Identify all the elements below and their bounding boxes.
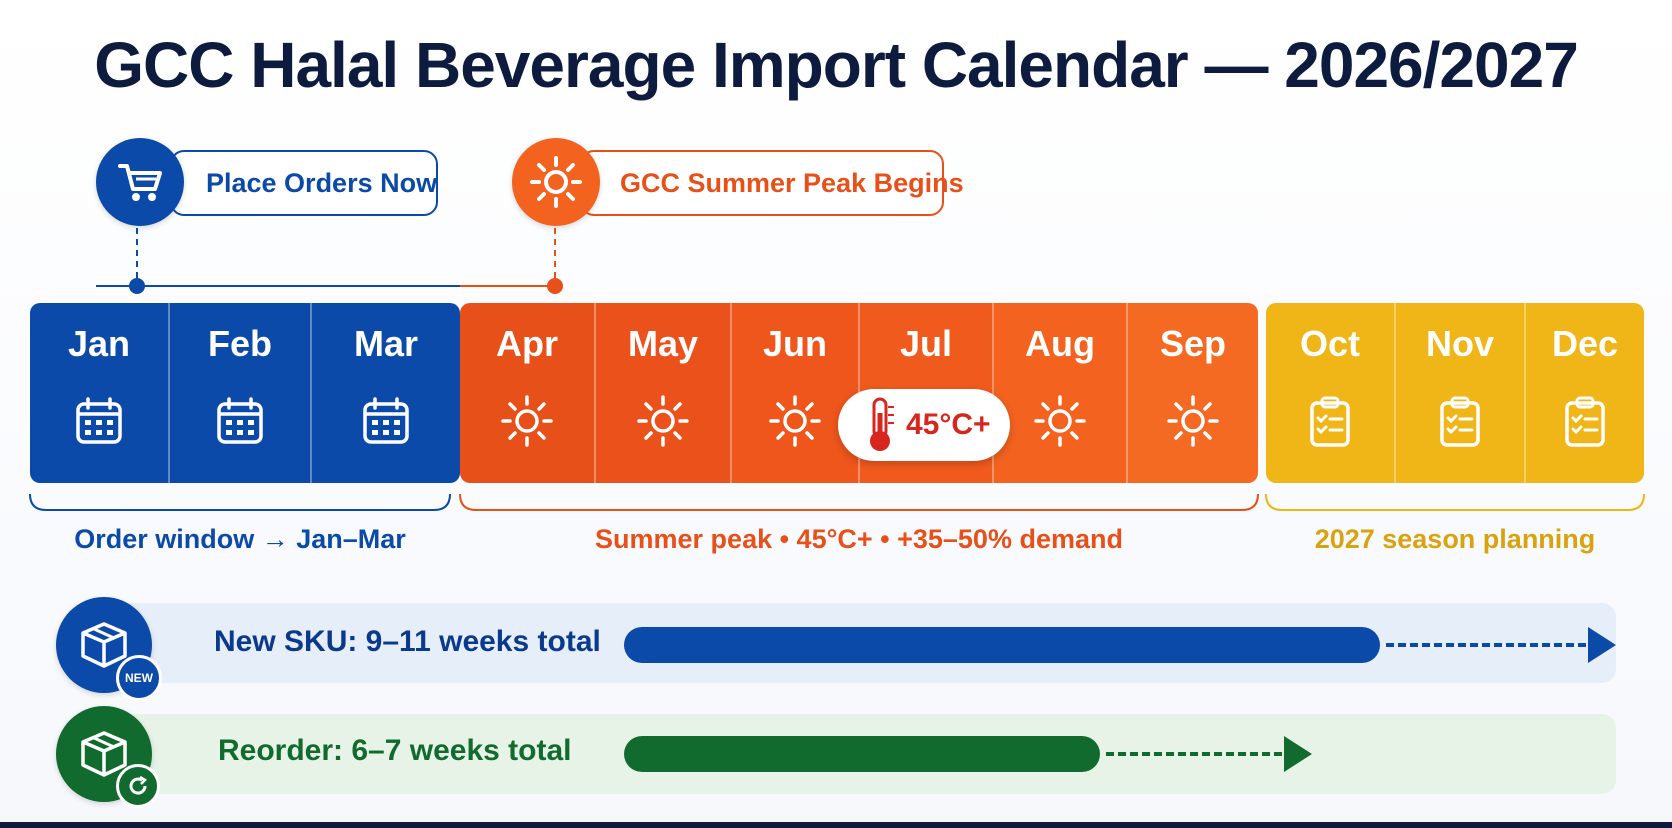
place-orders-label: Place Orders Now xyxy=(206,167,438,198)
month-block-mar: Mar xyxy=(312,303,460,483)
month-block-jun: Jun xyxy=(732,303,860,483)
new-sku-label: New SKU: 9–11 weeks total xyxy=(214,625,601,658)
month-label: Mar xyxy=(353,323,419,364)
month-block-dec: Dec xyxy=(1526,303,1644,483)
sun-icon xyxy=(635,393,691,449)
sun-icon xyxy=(1032,393,1088,449)
new-sku-arrow-icon xyxy=(1588,627,1616,663)
month-block-sep: Sep xyxy=(1128,303,1258,483)
new-badge: NEW xyxy=(116,655,162,701)
month-block-oct: Oct xyxy=(1266,303,1396,483)
refresh-icon xyxy=(116,764,160,808)
calendar-icon xyxy=(358,393,414,449)
month-label: Oct xyxy=(1299,323,1360,364)
temperature-label: 45°C+ xyxy=(906,408,991,441)
summer-peak-segment-label: Summer peak • 45°C+ • +35–50% demand xyxy=(595,524,1123,554)
clipboard-icon xyxy=(1302,393,1358,449)
reorder-bar xyxy=(624,736,1100,772)
month-label: Apr xyxy=(496,323,558,364)
order-window-label: Order window → Jan–Mar xyxy=(74,524,406,554)
clipboard-icon xyxy=(1432,393,1488,449)
calendar-icon xyxy=(212,393,268,449)
thermometer-icon xyxy=(870,397,894,451)
month-label: Jul xyxy=(899,323,952,364)
month-label: Jun xyxy=(762,323,827,364)
place-orders-callout: Place Orders Now xyxy=(170,150,438,216)
reorder-box-icon xyxy=(56,706,160,808)
clipboard-icon xyxy=(1557,393,1613,449)
bottom-rule xyxy=(0,822,1672,828)
new-sku-bar xyxy=(624,627,1380,663)
new-badge-label: NEW xyxy=(125,671,153,685)
calendar-icon xyxy=(71,393,127,449)
month-block-may: May xyxy=(596,303,732,483)
month-block-apr: Apr xyxy=(460,303,596,483)
month-block-nov: Nov xyxy=(1396,303,1526,483)
month-label: May xyxy=(627,323,699,364)
page-title: GCC Halal Beverage Import Calendar — 202… xyxy=(94,29,1579,101)
new-box-icon: NEW xyxy=(56,597,162,701)
reorder-arrow-icon xyxy=(1284,736,1312,772)
season-planning-label: 2027 season planning xyxy=(1314,524,1596,554)
shopping-cart-icon xyxy=(96,138,184,226)
month-label: Feb xyxy=(207,323,272,364)
month-block-feb: Feb xyxy=(170,303,312,483)
month-label: Aug xyxy=(1025,323,1095,364)
month-label: Nov xyxy=(1425,323,1494,364)
reorder-label: Reorder: 6–7 weeks total xyxy=(218,734,572,767)
month-block-aug: Aug xyxy=(994,303,1128,483)
month-block-jan: Jan xyxy=(30,303,170,483)
temperature-badge: 45°C+ xyxy=(838,389,1010,461)
sun-icon xyxy=(1165,393,1221,449)
new-sku-dashed-line xyxy=(1386,643,1586,647)
sun-icon xyxy=(767,393,823,449)
reorder-dashed-line xyxy=(1106,752,1282,756)
month-label: Dec xyxy=(1551,323,1619,364)
sun-icon xyxy=(512,138,600,226)
month-label: Jan xyxy=(67,323,131,364)
summer-peak-label: GCC Summer Peak Begins xyxy=(620,167,964,198)
sun-icon xyxy=(499,393,555,449)
month-label: Sep xyxy=(1159,323,1227,364)
